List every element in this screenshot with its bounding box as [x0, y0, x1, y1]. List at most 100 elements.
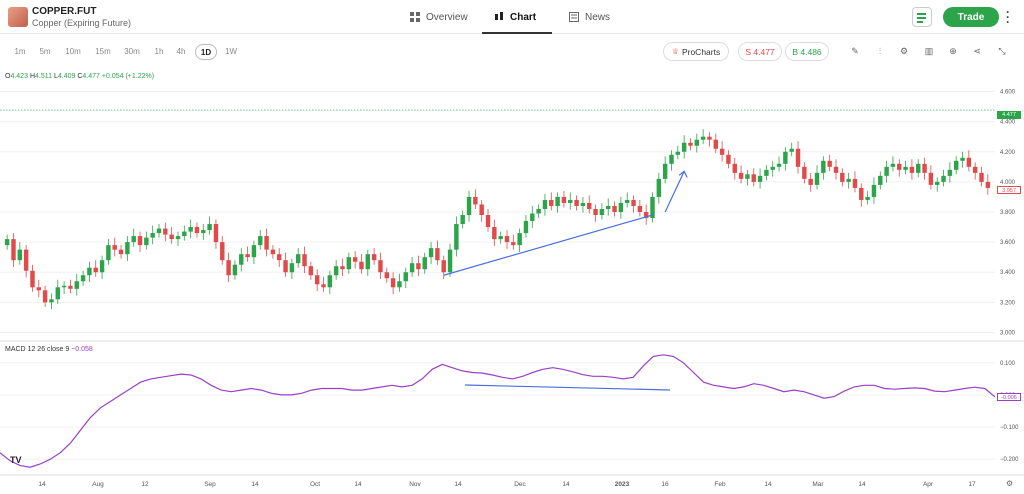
x-axis-tick: 14	[251, 481, 259, 488]
timeframe-1h[interactable]: 1h	[154, 47, 164, 56]
candle-body	[859, 187, 864, 200]
candle-body	[295, 254, 301, 264]
x-axis-tick: Feb	[714, 481, 726, 488]
timeframe-10m[interactable]: 10m	[65, 47, 81, 56]
open-value: 4.423	[10, 73, 28, 80]
x-axis-tick: 17	[968, 481, 976, 488]
candle-body	[985, 181, 991, 188]
candle-body	[517, 233, 522, 246]
timeframe-1d[interactable]: 1D	[195, 44, 217, 60]
top-bar: COPPER.FUT Copper (Expiring Future) Over…	[0, 0, 1024, 34]
price-axis-tick: 3.400	[1000, 270, 1016, 276]
candle-body	[327, 275, 333, 288]
close-value: 4.477	[82, 73, 100, 80]
candle-body	[593, 208, 598, 216]
candle-body	[960, 157, 965, 161]
x-axis-tick: Apr	[923, 481, 934, 488]
candle-body	[530, 213, 535, 222]
candle-body	[428, 248, 434, 258]
candle-body	[333, 266, 339, 276]
candle-body	[232, 264, 238, 276]
indicators-icon[interactable]: ⫶	[878, 46, 882, 56]
candle-body	[321, 284, 326, 288]
candle-body	[675, 151, 681, 155]
timeframe-4h[interactable]: 4h	[176, 47, 186, 56]
x-axis-tick: 14	[764, 481, 772, 488]
candle-body	[878, 175, 883, 185]
more-menu-icon[interactable]: · · ·	[1006, 5, 1010, 29]
trade-button[interactable]: Trade	[943, 7, 999, 27]
timeframe-1w[interactable]: 1W	[225, 47, 237, 56]
candle-body	[137, 236, 143, 246]
candle-body	[163, 228, 168, 235]
prochart-label: ProCharts	[681, 46, 721, 57]
x-axis-tick: 16	[661, 481, 669, 488]
timeframe-1m[interactable]: 1m	[14, 47, 26, 56]
candle-body	[827, 160, 832, 167]
timeframe-15m[interactable]: 15m	[95, 47, 111, 56]
candle-body	[4, 239, 10, 246]
pencil-icon[interactable]: ✎	[851, 46, 859, 56]
add-icon[interactable]: ⊕	[949, 46, 957, 56]
candle-body	[74, 281, 79, 289]
candle-body	[80, 275, 86, 282]
candle-body	[947, 169, 953, 176]
candle-body	[213, 224, 219, 243]
tab-overview[interactable]: Overview	[410, 0, 468, 34]
chart-settings-icon[interactable]: ⚙	[1006, 479, 1014, 488]
candle-body	[650, 196, 655, 219]
candle-body	[479, 204, 484, 216]
candle-body	[87, 267, 92, 276]
candle-body	[226, 260, 231, 276]
candle-body	[289, 263, 295, 273]
candle-body	[536, 208, 541, 214]
candle-body	[776, 163, 782, 167]
grid-icon	[410, 12, 420, 22]
price-axis-tick: 3.600	[1000, 240, 1016, 246]
candle-body	[182, 231, 187, 237]
price-trendline	[443, 214, 653, 276]
candle-body	[188, 227, 193, 232]
share-icon[interactable]: ⋖	[973, 46, 981, 56]
candle-body	[631, 199, 636, 206]
candle-body	[68, 285, 73, 289]
buy-price-button[interactable]: B 4.486	[785, 42, 829, 61]
macd-current-tag: -0.006	[997, 393, 1021, 401]
instrument-symbol: COPPER.FUT	[32, 6, 97, 17]
candle-body	[492, 227, 497, 240]
candle-body	[953, 160, 959, 170]
candle-body	[378, 260, 383, 273]
watchlist-add-button[interactable]	[912, 7, 932, 27]
prochart-button[interactable]: ♕ ProCharts	[663, 42, 729, 61]
close-label: C	[77, 73, 83, 80]
current-price-tag: 4.477	[997, 111, 1021, 119]
candle-body	[637, 205, 643, 212]
timeframe-30m[interactable]: 30m	[124, 47, 140, 56]
candle-body	[688, 142, 693, 146]
candle-body	[277, 254, 282, 261]
copper-logo-icon	[8, 7, 28, 27]
tradingview-logo: TV	[10, 455, 22, 465]
settings-icon[interactable]: ⚙	[899, 46, 909, 56]
macd-name: MACD	[5, 346, 26, 353]
candle-body	[93, 267, 98, 273]
timeframe-5m[interactable]: 5m	[39, 47, 51, 56]
candle-body	[624, 199, 630, 203]
candle-body	[922, 163, 927, 173]
low-value: 4.409	[57, 73, 76, 80]
chart-type-icon[interactable]: ▥	[924, 46, 934, 56]
macd-axis-tick: 0.100	[1000, 361, 1016, 367]
collapse-icon[interactable]: ⤡	[998, 46, 1006, 56]
tab-chart[interactable]: Chart	[481, 0, 553, 34]
sell-price-button[interactable]: S 4.477	[738, 42, 782, 61]
tab-news[interactable]: News	[569, 0, 610, 34]
candle-body	[106, 245, 111, 261]
candle-body	[549, 199, 554, 206]
candle-body	[979, 172, 984, 182]
macd-label: MACD 12 26 close 9 −0.058	[5, 346, 93, 353]
candle-body	[707, 136, 712, 140]
candle-body	[643, 212, 649, 219]
candle-body	[821, 160, 826, 173]
candle-body	[909, 166, 915, 173]
